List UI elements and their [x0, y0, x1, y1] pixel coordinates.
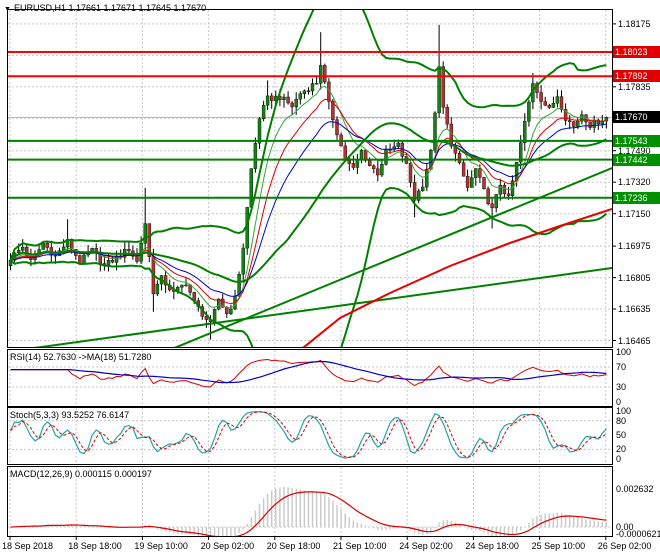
stoch-panel: [8, 411, 612, 459]
time-axis-label: 18 Sep 2018: [2, 541, 54, 551]
rsi-axis-label: 0: [616, 397, 622, 407]
time-axis-label: 20 Sep 18:00: [266, 541, 321, 551]
time-axis-label: 18 Sep 18:00: [68, 541, 122, 551]
time-axis-label: 25 Sep 10:00: [531, 541, 586, 551]
long-term-ma-line: [302, 208, 612, 347]
stoch-indicator-label: Stoch(5,3,3) 93.5252 76.6147: [10, 410, 130, 420]
resistance-price-badge[interactable]: 1.18023: [613, 46, 660, 58]
rsi-axis-label: 30: [616, 382, 627, 392]
support-resistance-lines[interactable]: [8, 51, 612, 199]
symbol-ohlc-label: EURUSD,H1 1.17661 1.17671 1.17645 1.1767…: [13, 3, 207, 13]
rsi-axis-label: 100: [616, 347, 632, 357]
main-price-panel: [8, 10, 612, 358]
support-price-badge[interactable]: 1.17442: [613, 154, 660, 166]
rsi-indicator-label: RSI(14) 52.7630 ->MA(18) 51.7280: [10, 352, 152, 362]
price-axis-label: 1.18175: [618, 18, 651, 29]
moving-averages: [10, 85, 607, 309]
macd-axis-label: -0.0000621: [616, 529, 660, 539]
chart-title[interactable]: ▼ EURUSD,H1 1.17661 1.17671 1.17645 1.176…: [4, 3, 206, 13]
price-axis-label: 1.16805: [618, 272, 651, 283]
support-price-badge[interactable]: 1.17543: [613, 135, 660, 147]
stoch-axis-label: 80: [616, 415, 627, 426]
macd-indicator-label: MACD(12,26,9) 0.000115 0.000197: [10, 469, 152, 479]
price-axis-label: 1.17490: [618, 145, 651, 156]
ascending-trendline-steep: [174, 167, 612, 347]
price-axis-label: 1.16975: [618, 241, 651, 252]
stoch-axis-label: 20: [616, 444, 627, 455]
price-axis-label: 1.17150: [618, 208, 651, 219]
time-axis-label: 21 Sep 10:00: [333, 541, 387, 551]
price-axis-label: 1.17835: [618, 81, 651, 92]
time-axis-label: 19 Sep 10:00: [134, 541, 188, 551]
macd-axis-label: 0.00: [616, 522, 634, 532]
macd-panel: [8, 486, 612, 536]
symbol-dropdown-icon[interactable]: ▼: [4, 6, 11, 13]
time-axis-label: 20 Sep 02:00: [200, 541, 255, 551]
ascending-trendline-shallow: [34, 267, 612, 347]
price-axis-label: 1.17320: [618, 177, 651, 188]
rsi-axis-label: 70: [616, 362, 627, 372]
stoch-axis-label: 0: [616, 454, 622, 464]
macd-axis-label: 0.002632: [616, 483, 654, 494]
time-axis-label: 24 Sep 18:00: [465, 541, 519, 551]
time-axis-label: 26 Sep 02:00: [597, 541, 652, 551]
bollinger-bands: [9, 10, 608, 347]
resistance-price-badge[interactable]: 1.17892: [613, 70, 660, 82]
panel-frames: [7, 9, 616, 540]
support-price-badge[interactable]: 1.17236: [613, 192, 660, 204]
trendlines[interactable]: [20, 167, 612, 358]
rsi-panel: [8, 358, 612, 388]
price-axis-label: 1.16465: [618, 335, 651, 346]
time-axis-label: 24 Sep 02:00: [399, 541, 453, 551]
macd-histogram: [9, 486, 608, 536]
stoch-axis-label: 100: [616, 406, 632, 416]
price-axis-label: 1.16635: [618, 304, 651, 315]
current-price-badge[interactable]: 1.17670: [613, 111, 660, 123]
stoch-axis-label: 50: [616, 430, 627, 440]
main-gridlines: [8, 10, 612, 536]
